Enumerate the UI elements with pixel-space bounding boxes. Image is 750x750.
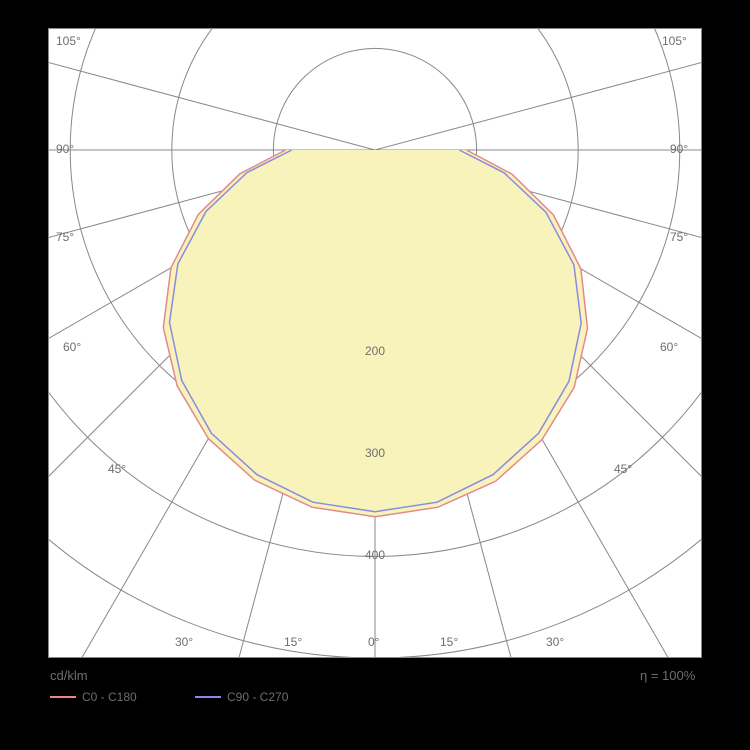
angle-label: 60° bbox=[63, 340, 81, 354]
angle-label: 30° bbox=[175, 635, 193, 649]
angle-label: 105° bbox=[56, 34, 81, 48]
intensity-fill bbox=[163, 150, 587, 517]
angle-label: 90° bbox=[670, 142, 688, 156]
angular-grid-line bbox=[0, 0, 375, 150]
legend-label: C0 - C180 bbox=[82, 690, 137, 704]
legend-label: C90 - C270 bbox=[227, 690, 288, 704]
radial-value-label: 200 bbox=[365, 344, 385, 358]
legend-item: C90 - C270 bbox=[195, 690, 288, 704]
radial-value-label: 400 bbox=[365, 548, 385, 562]
angle-label: 75° bbox=[670, 230, 688, 244]
angle-label: 105° bbox=[662, 34, 687, 48]
angular-grid-line bbox=[375, 0, 750, 150]
efficiency-label: η = 100% bbox=[640, 668, 695, 683]
angle-label: 15° bbox=[440, 635, 458, 649]
legend-swatch bbox=[195, 696, 221, 698]
angle-label: 60° bbox=[660, 340, 678, 354]
legend-item: C0 - C180 bbox=[50, 690, 137, 704]
angle-label: 90° bbox=[56, 142, 74, 156]
angle-label: 30° bbox=[546, 635, 564, 649]
angle-label: 0° bbox=[368, 635, 379, 649]
legend-swatch bbox=[50, 696, 76, 698]
angle-label: 75° bbox=[56, 230, 74, 244]
unit-label: cd/klm bbox=[50, 668, 88, 683]
radial-value-label: 300 bbox=[365, 446, 385, 460]
angle-label: 45° bbox=[614, 462, 632, 476]
angle-label: 15° bbox=[284, 635, 302, 649]
angle-label: 45° bbox=[108, 462, 126, 476]
